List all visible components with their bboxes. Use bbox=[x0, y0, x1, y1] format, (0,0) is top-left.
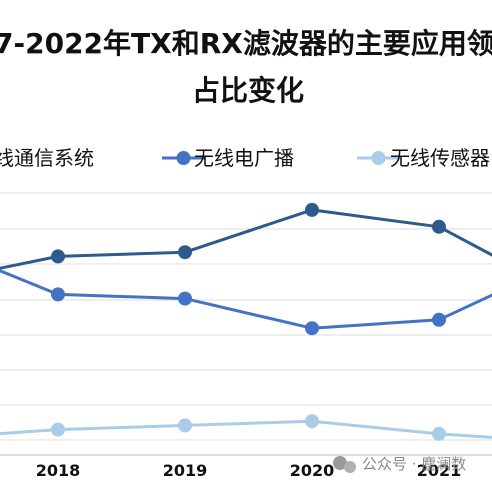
watermark-text: 公众号 · 麈澜数 bbox=[362, 455, 466, 473]
legend-label-3: 无线传感器 bbox=[390, 146, 490, 170]
legend: 线通信系统 无线电广播 无线传感器 bbox=[0, 146, 490, 170]
legend-marker-3 bbox=[371, 151, 386, 165]
series-1-point-2021 bbox=[432, 219, 446, 234]
chart-title-line-2: 占比变化 bbox=[192, 74, 304, 107]
series-2-point-2019 bbox=[178, 291, 192, 306]
legend-marker-2 bbox=[176, 151, 191, 165]
series-2-point-2020 bbox=[305, 321, 319, 336]
series-line-1 bbox=[0, 208, 492, 270]
series-2-point-2018 bbox=[51, 287, 65, 302]
watermark: 公众号 · 麈澜数 bbox=[333, 455, 466, 473]
x-tick-label-2020: 2020 bbox=[290, 461, 335, 480]
series-1-point-2020 bbox=[305, 202, 319, 217]
legend-label-1: 线通信系统 bbox=[0, 146, 94, 170]
x-tick-label-2019: 2019 bbox=[163, 461, 208, 480]
x-tick-label-2018: 2018 bbox=[36, 461, 81, 480]
x-tick-label-2021: 2021 bbox=[417, 461, 462, 480]
series-1-point-2019 bbox=[178, 245, 192, 260]
series-1-point-2018 bbox=[51, 249, 65, 264]
series-line-2 bbox=[0, 269, 492, 330]
gridlines bbox=[0, 192, 492, 456]
chart-title-line-1: 7-2022年TX和RX滤波器的主要应用领 bbox=[0, 27, 492, 60]
series-layer bbox=[0, 202, 492, 441]
x-axis-tick-labels: 2018 2019 2020 2021 bbox=[36, 461, 462, 480]
series-3-point-2021 bbox=[432, 426, 446, 441]
series-3-point-2020 bbox=[305, 414, 319, 429]
series-3-point-2018 bbox=[51, 422, 65, 437]
legend-label-2: 无线电广播 bbox=[194, 146, 294, 170]
series-3-point-2019 bbox=[178, 418, 192, 433]
series-2-point-2021 bbox=[432, 312, 446, 327]
wechat-icon bbox=[333, 456, 356, 473]
series-line-3 bbox=[0, 419, 492, 439]
